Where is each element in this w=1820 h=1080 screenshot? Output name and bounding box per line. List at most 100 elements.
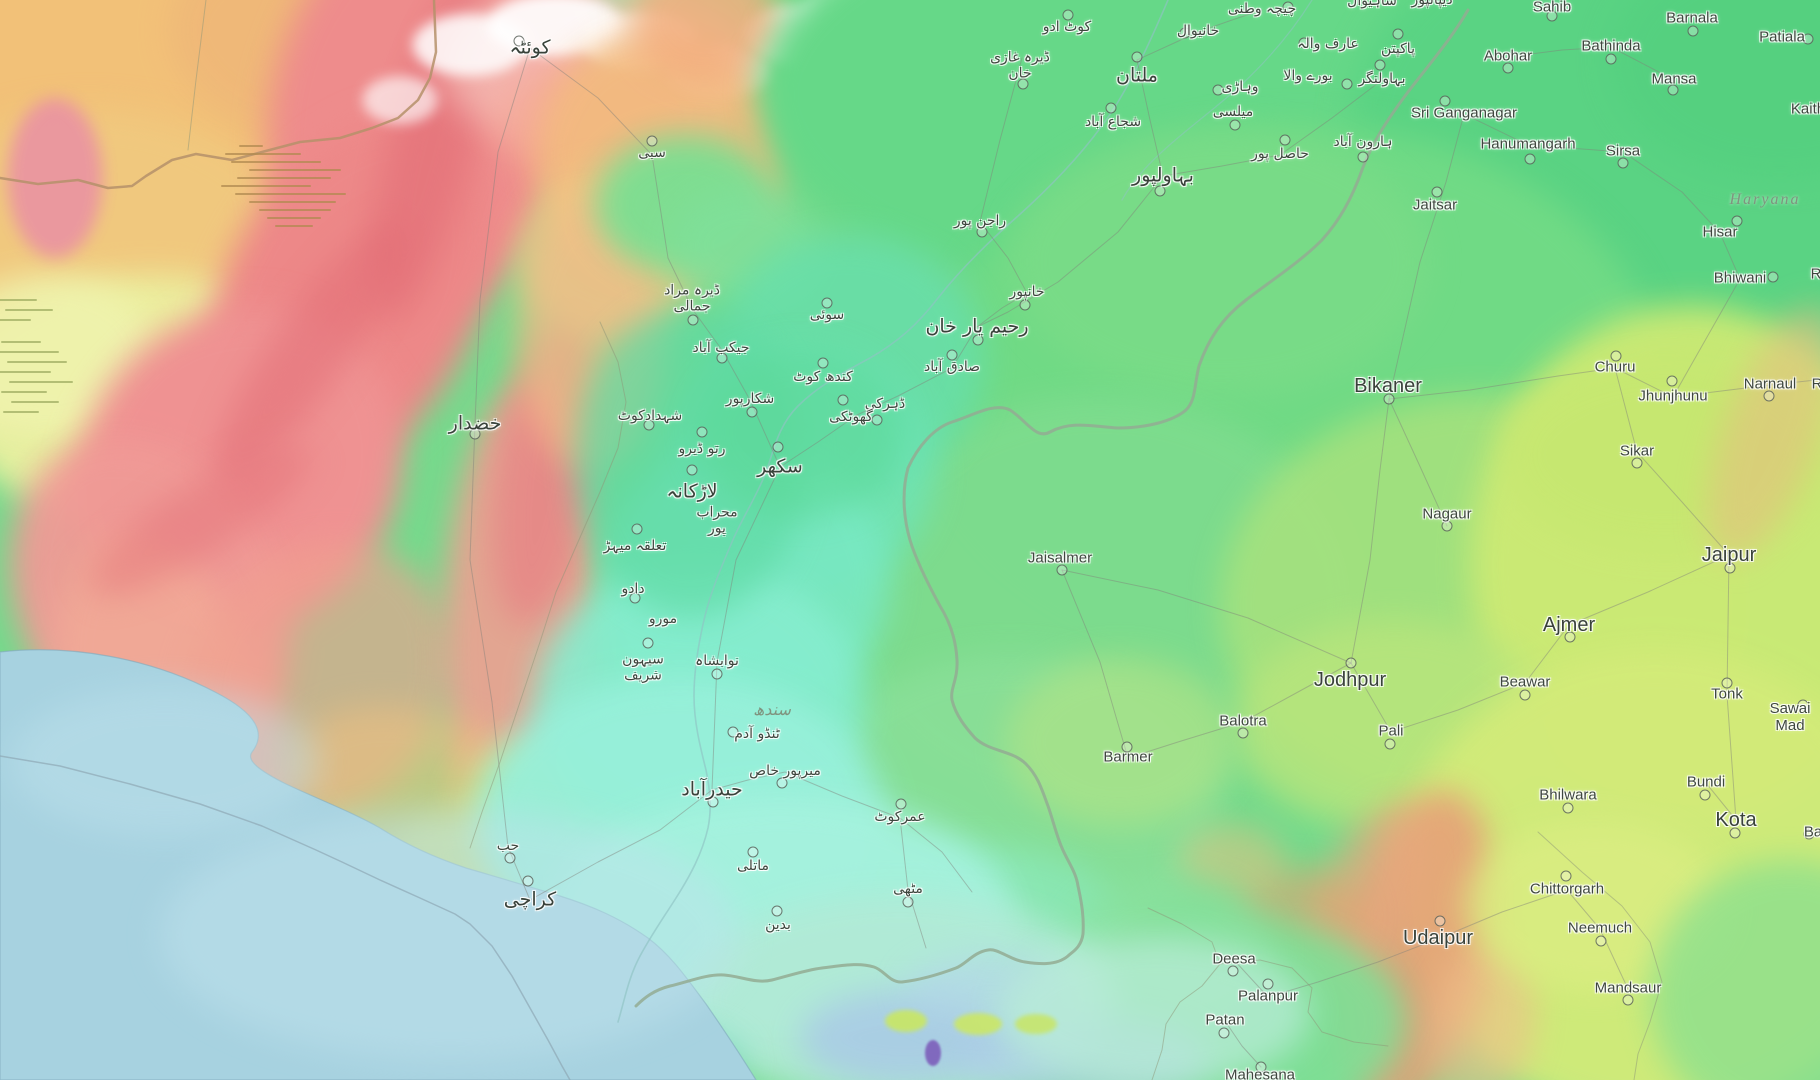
city-marker (631, 523, 643, 535)
city-marker (1441, 520, 1453, 532)
city-marker (1617, 157, 1629, 169)
city-marker (976, 226, 988, 238)
place-label: وہاڑی (1221, 79, 1259, 96)
place-label: ہارون آباد (1333, 134, 1393, 151)
afghanistan-border (0, 0, 438, 190)
place-label: Hisar (1702, 223, 1738, 241)
city-marker (1562, 802, 1574, 814)
city-marker (1803, 828, 1815, 840)
marsh-hatch-southwest (0, 299, 73, 413)
city-marker (871, 414, 883, 426)
place-label: کراچی (503, 888, 557, 911)
city-marker (687, 314, 699, 326)
city-marker (895, 798, 907, 810)
place-label: گھوٹکی (829, 409, 873, 426)
city-marker (1763, 390, 1775, 402)
place-label: Bathinda (1581, 37, 1641, 55)
place-label: ڈیرہ غازی خان (990, 49, 1050, 81)
sutlej-river (1121, 0, 1313, 201)
place-label: Bundi (1686, 773, 1726, 791)
city-marker (1519, 689, 1531, 701)
city-marker (1595, 935, 1607, 947)
city-marker (686, 464, 698, 476)
place-label: Jaipur (1701, 543, 1757, 566)
place-label: رحیم یار خان (925, 315, 1029, 338)
place-label: Ajmer (1542, 613, 1596, 636)
city-marker (1131, 51, 1143, 63)
city-marker (1666, 375, 1678, 387)
place-label: رتو ڈیرو (678, 441, 726, 458)
place-label: حب (496, 838, 520, 855)
city-marker (1560, 870, 1572, 882)
city-marker (716, 352, 728, 364)
pakistan-india-border (634, 8, 1470, 1008)
city-marker (727, 726, 739, 738)
place-label: Balotra (1219, 712, 1267, 730)
place-label: حاصل پور (1251, 146, 1309, 163)
place-label: Jaitsar (1412, 196, 1458, 214)
city-marker (1341, 78, 1353, 90)
place-label: Narnaul (1743, 375, 1797, 393)
place-label: سندھ (753, 700, 791, 720)
place-label: عمرکوٹ (874, 809, 926, 826)
city-marker (821, 297, 833, 309)
city-marker (817, 357, 829, 369)
city-marker (1212, 84, 1224, 96)
city-marker (1699, 789, 1711, 801)
place-label: Jaisalmer (1027, 549, 1093, 567)
city-marker (1384, 738, 1396, 750)
place-label: خانیوال (1176, 23, 1220, 40)
city-marker (772, 441, 784, 453)
city-marker (1434, 915, 1446, 927)
place-label: ماتلی (737, 858, 769, 875)
place-label: Haryana (1729, 191, 1801, 209)
place-label: صادق آباد (924, 359, 980, 376)
place-label: شہدادکوٹ (617, 408, 683, 425)
place-label: پاکپتن (1381, 41, 1415, 58)
city-marker (1439, 95, 1451, 107)
city-marker (1056, 564, 1068, 576)
place-label: بدین (765, 917, 791, 934)
place-label: R (1810, 265, 1820, 283)
city-marker (747, 846, 759, 858)
road-network (469, 9, 1817, 1068)
city-marker (1502, 62, 1514, 74)
place-label: مٹھی (893, 881, 923, 898)
city-marker (1721, 677, 1733, 689)
place-label: Bhiwani (1713, 269, 1767, 287)
place-label: Barnala (1666, 9, 1718, 27)
place-label: شجاع آباد (1084, 114, 1142, 131)
city-marker (1724, 562, 1736, 574)
city-marker (1564, 631, 1576, 643)
place-label: حیدرآباد (681, 778, 743, 801)
city-marker (1767, 271, 1779, 283)
city-marker (1121, 741, 1133, 753)
city-marker (707, 796, 719, 808)
place-label: ملتان (1116, 64, 1158, 87)
city-marker (1797, 699, 1809, 711)
place-label: میرپور خاص (749, 763, 821, 780)
place-label: Nagaur (1422, 505, 1472, 523)
city-marker (1605, 53, 1617, 65)
city-marker (1802, 33, 1814, 45)
city-marker (1357, 151, 1369, 163)
place-label: جیکب آباد (692, 340, 750, 357)
place-label: Udaipur (1402, 926, 1474, 949)
city-marker (696, 426, 708, 438)
place-label: میلسی (1212, 104, 1254, 121)
city-marker (1262, 978, 1274, 990)
city-marker (1282, 1, 1294, 13)
place-label: Sawai Mad (1769, 700, 1811, 734)
city-marker (1431, 186, 1443, 198)
city-marker (1524, 153, 1536, 165)
place-label: Patiala (1759, 28, 1805, 46)
city-marker (1255, 1061, 1267, 1073)
place-label: Bikaner (1354, 374, 1422, 397)
city-marker (646, 135, 658, 147)
